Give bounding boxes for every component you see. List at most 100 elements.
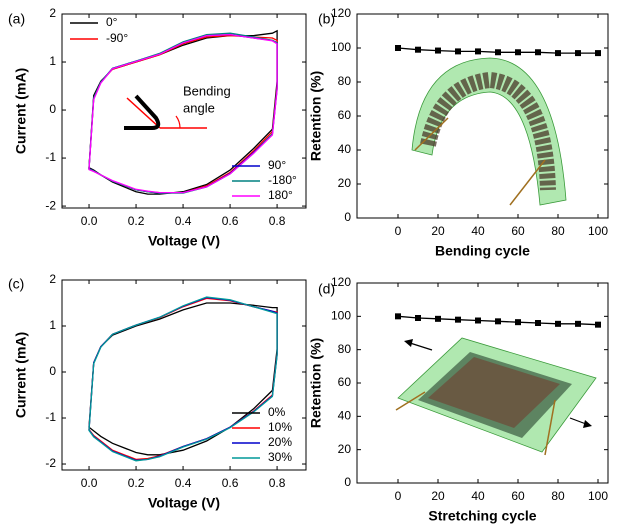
data-point	[515, 49, 521, 56]
x-axis-label: Stretching cycle	[428, 508, 536, 524]
y-tick-label: 120	[331, 6, 351, 20]
data-point	[555, 50, 561, 57]
panel-label: (c)	[8, 276, 24, 292]
series-line	[88, 297, 278, 461]
legend-label: -180°	[268, 173, 297, 187]
y-axis-label: Current (mA)	[13, 68, 29, 154]
x-axis-label: Voltage (V)	[148, 495, 220, 511]
data-point	[395, 45, 401, 51]
y-axis-label: Retention (%)	[308, 71, 324, 161]
y-tick-label: 0	[49, 364, 56, 378]
series-line	[88, 296, 278, 462]
data-point	[515, 319, 521, 326]
annotation: angle	[183, 100, 215, 115]
y-axis-label: Retention (%)	[308, 338, 324, 428]
data-point	[595, 321, 601, 328]
x-tick-label: 0.0	[81, 476, 98, 490]
y-tick-label: 0	[49, 102, 56, 116]
data-point	[575, 320, 581, 327]
x-tick-label: 20	[431, 489, 445, 503]
panel-label: (d)	[318, 281, 335, 297]
y-tick-label: 80	[338, 74, 352, 88]
plot-frame	[356, 13, 609, 219]
x-tick-label: 0.0	[81, 214, 98, 228]
x-axis-label: Bending cycle	[435, 243, 530, 259]
data-point	[555, 320, 561, 327]
x-tick-label: 100	[588, 224, 608, 238]
y-tick-label: 40	[338, 142, 352, 156]
x-tick-label: 40	[471, 489, 485, 503]
legend-label: -90°	[106, 31, 128, 45]
panel-label: (b)	[318, 11, 335, 27]
y-tick-label: -2	[45, 198, 56, 212]
y-tick-label: -2	[45, 456, 56, 470]
data-point	[455, 316, 461, 323]
legend-label: 0%	[268, 405, 286, 419]
x-tick-label: 0	[395, 489, 402, 503]
data-point	[535, 320, 541, 326]
y-tick-label: 20	[338, 442, 352, 456]
x-tick-label: 0.6	[222, 476, 239, 490]
legend-label: 20%	[268, 435, 292, 449]
y-tick-label: -1	[45, 150, 56, 164]
data-point	[395, 313, 401, 320]
y-tick-label: 40	[338, 409, 352, 423]
data-point	[455, 48, 461, 55]
bending-device-illustration	[411, 57, 567, 206]
stretching-device-illustration	[395, 337, 597, 456]
y-tick-label: 2	[49, 272, 56, 286]
y-tick-label: 1	[49, 54, 56, 68]
data-point	[535, 49, 541, 56]
x-tick-label: 0.8	[269, 214, 286, 228]
series-line	[88, 302, 278, 456]
data-point	[595, 50, 601, 57]
legend-label: 180°	[268, 188, 293, 202]
y-tick-label: 60	[338, 108, 352, 122]
data-point	[475, 317, 481, 324]
x-tick-label: 60	[511, 224, 525, 238]
y-tick-label: 0	[344, 475, 351, 489]
x-tick-label: 0.2	[128, 214, 145, 228]
y-tick-label: 100	[331, 309, 351, 323]
x-tick-label: 80	[551, 489, 565, 503]
x-tick-label: 0.6	[222, 214, 239, 228]
annotation: Bending	[183, 83, 231, 98]
x-tick-label: 0.2	[128, 476, 145, 490]
x-tick-label: 0.8	[269, 476, 286, 490]
y-tick-label: 20	[338, 176, 352, 190]
plot-frame	[61, 13, 307, 209]
legend-label: 30%	[268, 450, 292, 464]
plot-frame	[61, 279, 307, 471]
legend-label: 0°	[106, 15, 118, 29]
x-axis-label: Voltage (V)	[148, 233, 220, 249]
legend-label: 10%	[268, 420, 292, 434]
y-tick-label: 2	[49, 6, 56, 20]
panel-label: (a)	[8, 11, 25, 27]
data-point	[415, 315, 421, 321]
series-line	[88, 33, 278, 194]
y-tick-label: 60	[338, 375, 352, 389]
x-tick-label: 20	[431, 224, 445, 238]
x-tick-label: 0.4	[175, 476, 192, 490]
x-tick-label: 40	[471, 224, 485, 238]
y-tick-label: 0	[344, 210, 351, 224]
data-point	[475, 48, 481, 55]
bending-icon	[124, 94, 207, 130]
data-point	[435, 47, 441, 54]
data-point	[435, 315, 441, 322]
data-point	[415, 46, 421, 53]
x-tick-label: 0.4	[175, 214, 192, 228]
y-tick-label: 1	[49, 318, 56, 332]
y-tick-label: -1	[45, 410, 56, 424]
y-tick-label: 100	[331, 40, 351, 54]
series-line	[88, 296, 278, 461]
y-tick-label: 120	[331, 275, 351, 289]
data-point	[495, 318, 501, 325]
x-tick-label: 60	[511, 489, 525, 503]
x-tick-label: 0	[395, 224, 402, 238]
data-point	[575, 50, 581, 57]
data-point	[495, 49, 501, 56]
y-tick-label: 80	[338, 342, 352, 356]
y-axis-label: Current (mA)	[13, 332, 29, 418]
